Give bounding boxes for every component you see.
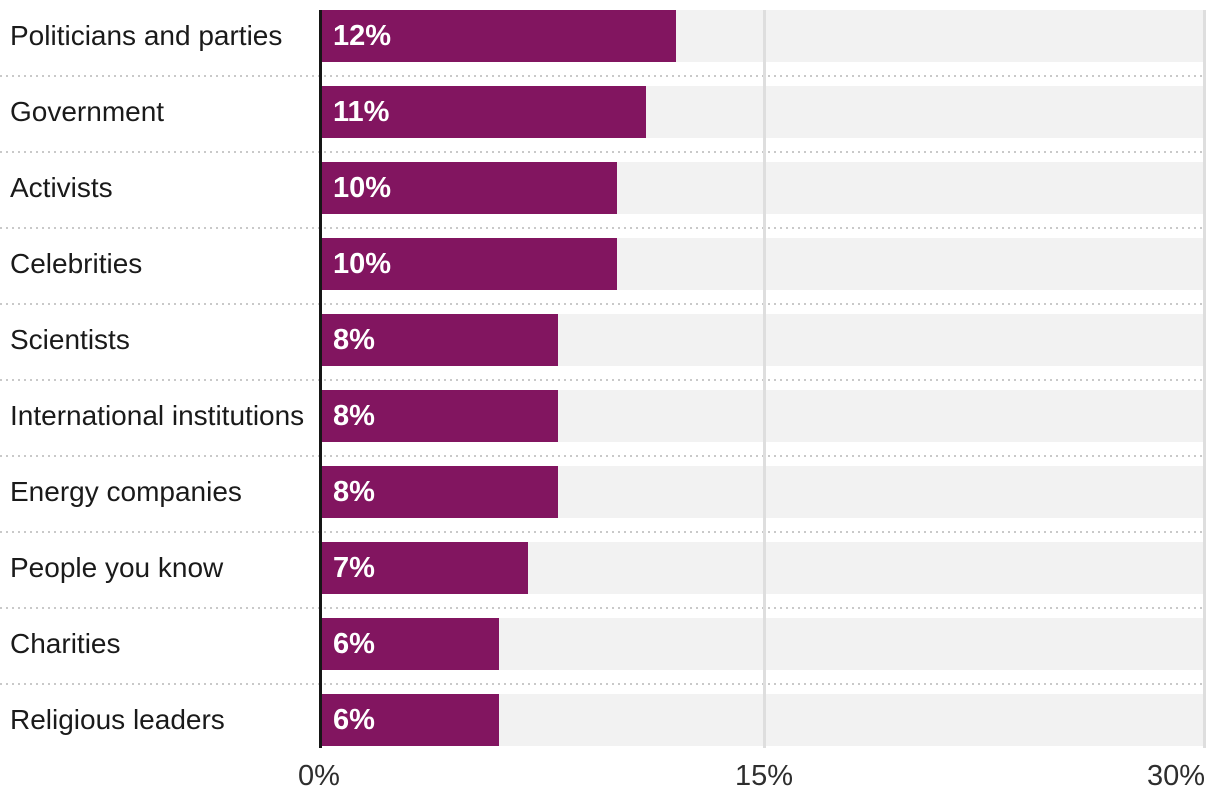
x-tick-label-15: 15% — [734, 760, 794, 792]
row-separator — [0, 607, 1206, 609]
category-label: Celebrities — [10, 248, 143, 279]
category-label: International institutions — [10, 400, 305, 431]
bar: 10% — [322, 238, 617, 290]
row-separator — [0, 303, 1206, 305]
category-label: Activists — [10, 172, 113, 203]
gridline-30-percent — [1203, 10, 1206, 748]
bar: 7% — [322, 542, 528, 594]
category-label: Charities — [10, 628, 121, 659]
bar-value-label: 8% — [333, 475, 375, 508]
bar: 8% — [322, 314, 558, 366]
row-separator — [0, 151, 1206, 153]
bar: 6% — [322, 618, 499, 670]
x-tick-label-30: 30% — [1146, 760, 1205, 792]
row-separator — [0, 75, 1206, 77]
row-separator — [0, 455, 1206, 457]
bar-value-label: 6% — [333, 703, 375, 736]
category-label: Scientists — [10, 324, 130, 355]
bar: 10% — [322, 162, 617, 214]
x-tick-label-0: 0% — [298, 760, 340, 792]
bar-value-label: 12% — [333, 19, 392, 52]
bar-value-label: 6% — [333, 627, 375, 660]
gridline-15-percent — [763, 10, 766, 748]
row-separator — [0, 683, 1206, 685]
bar-value-label: 10% — [333, 247, 392, 280]
bar: 12% — [322, 10, 676, 62]
bar-value-label: 8% — [333, 323, 375, 356]
bar: 8% — [322, 466, 558, 518]
row-separator — [0, 531, 1206, 533]
row-separator — [0, 227, 1206, 229]
bar: 8% — [322, 390, 558, 442]
category-label: Religious leaders — [10, 704, 225, 735]
bar-value-label: 11% — [333, 95, 390, 128]
bar: 11% — [322, 86, 646, 138]
bar-value-label: 7% — [333, 551, 375, 584]
category-label: People you know — [10, 552, 224, 583]
category-label: Politicians and parties — [10, 20, 283, 51]
bar-value-label: 8% — [333, 399, 375, 432]
bar: 6% — [322, 694, 499, 746]
bar-value-label: 10% — [333, 171, 392, 204]
row-separator — [0, 379, 1206, 381]
category-label: Energy companies — [10, 476, 242, 507]
category-label: Government — [10, 96, 165, 127]
zero-axis-line — [319, 10, 322, 748]
